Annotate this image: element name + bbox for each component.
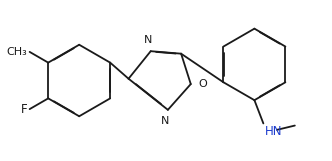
Text: N: N <box>161 116 169 126</box>
Text: N: N <box>144 35 152 45</box>
Text: F: F <box>21 103 28 116</box>
Text: CH₃: CH₃ <box>6 47 27 57</box>
Text: HN: HN <box>265 125 283 138</box>
Text: O: O <box>198 79 207 89</box>
